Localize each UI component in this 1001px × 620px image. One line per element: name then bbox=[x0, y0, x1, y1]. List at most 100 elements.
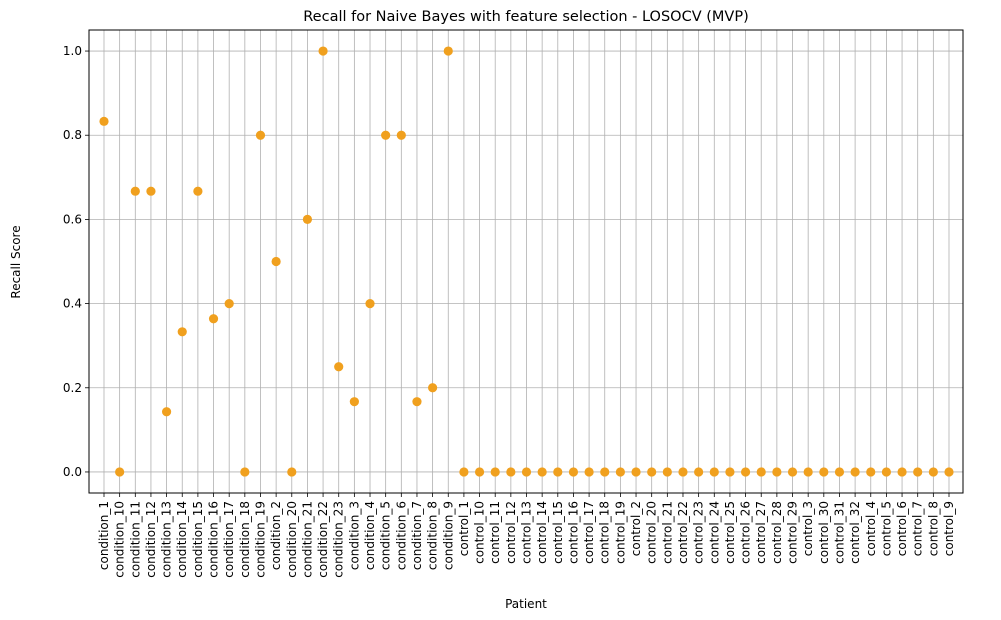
data-point bbox=[302, 214, 313, 225]
y-tick-label: 0.0 bbox=[63, 465, 82, 479]
data-point bbox=[365, 298, 375, 309]
y-tick-label: 1.0 bbox=[63, 44, 82, 58]
x-tick-label: control_14 bbox=[535, 501, 549, 564]
x-tick-label: control_13 bbox=[520, 501, 534, 564]
x-tick-label: condition_4 bbox=[363, 501, 377, 570]
data-point bbox=[318, 46, 328, 56]
x-tick-label: control_24 bbox=[707, 501, 721, 564]
x-tick-label: condition_9 bbox=[441, 501, 455, 570]
y-axis-label: Recall Score bbox=[9, 225, 23, 298]
x-tick-label: condition_1 bbox=[97, 501, 111, 570]
data-point bbox=[584, 467, 594, 477]
x-tick-label: control_19 bbox=[613, 501, 627, 564]
y-ticks: 0.0 0.2 0.4 0.6 0.8 1.0 bbox=[63, 44, 89, 479]
x-tick-label: condition_11 bbox=[128, 501, 142, 578]
data-point bbox=[193, 186, 203, 196]
x-tick-label: control_28 bbox=[770, 501, 784, 564]
x-tick-label: control_18 bbox=[598, 501, 612, 564]
x-tick-label: control_23 bbox=[692, 501, 706, 564]
x-tick-label: control_1 bbox=[457, 501, 471, 556]
data-point bbox=[537, 467, 547, 477]
data-point bbox=[615, 467, 625, 477]
data-point bbox=[944, 467, 954, 477]
x-tick-label: condition_18 bbox=[238, 501, 252, 578]
x-tick-label: condition_13 bbox=[160, 501, 174, 578]
x-tick-label: condition_20 bbox=[285, 501, 299, 578]
data-point bbox=[334, 362, 344, 372]
x-tick-label: condition_3 bbox=[347, 501, 361, 570]
data-point bbox=[381, 130, 391, 140]
x-tick-label: condition_12 bbox=[144, 501, 158, 578]
data-point bbox=[130, 186, 140, 196]
x-tick-label: control_31 bbox=[832, 501, 846, 564]
data-point bbox=[897, 467, 907, 477]
data-point bbox=[428, 383, 438, 393]
data-point bbox=[568, 467, 579, 477]
data-point bbox=[521, 467, 532, 477]
data-point bbox=[740, 467, 751, 477]
data-point bbox=[928, 467, 938, 477]
x-tick-label: condition_5 bbox=[379, 501, 393, 570]
x-tick-label: condition_23 bbox=[332, 501, 346, 578]
x-tick-label: condition_8 bbox=[426, 501, 440, 570]
data-point bbox=[240, 467, 250, 477]
x-tick-label: control_16 bbox=[566, 501, 580, 564]
data-point bbox=[881, 467, 892, 477]
data-point bbox=[396, 130, 406, 140]
x-tick-label: condition_16 bbox=[207, 501, 221, 578]
data-point bbox=[678, 467, 688, 477]
x-tick-label: control_30 bbox=[817, 501, 831, 564]
grid-layer bbox=[89, 30, 963, 493]
x-axis-label: Patient bbox=[505, 597, 547, 611]
x-tick-label: control_10 bbox=[473, 501, 487, 564]
data-point bbox=[913, 467, 923, 477]
data-point bbox=[756, 467, 766, 477]
x-tick-label: control_9 bbox=[942, 501, 956, 556]
data-point bbox=[647, 467, 657, 477]
x-tick-label: condition_21 bbox=[300, 501, 314, 578]
x-tick-label: control_7 bbox=[911, 501, 925, 556]
x-tick-label: condition_17 bbox=[222, 501, 236, 578]
data-point bbox=[99, 116, 109, 126]
data-point bbox=[177, 327, 187, 337]
data-point bbox=[772, 467, 782, 477]
data-point bbox=[271, 256, 281, 267]
x-ticks: condition_1 condition_10 condition_11 condi… bbox=[97, 493, 956, 578]
y-tick-label: 0.6 bbox=[63, 212, 82, 226]
x-tick-label: control_12 bbox=[504, 501, 518, 564]
x-tick-label: control_25 bbox=[723, 501, 737, 564]
data-point bbox=[709, 467, 719, 477]
data-point bbox=[725, 467, 735, 477]
x-tick-label: control_5 bbox=[879, 501, 893, 556]
data-point bbox=[490, 467, 500, 477]
data-point bbox=[694, 467, 704, 477]
x-tick-label: control_15 bbox=[551, 501, 565, 564]
y-tick-label: 0.8 bbox=[63, 128, 82, 142]
x-tick-label: control_17 bbox=[582, 501, 596, 564]
data-point bbox=[803, 467, 813, 477]
data-point bbox=[662, 467, 672, 477]
x-tick-label: control_6 bbox=[895, 501, 909, 556]
y-tick-label: 0.4 bbox=[63, 297, 82, 311]
x-tick-label: control_2 bbox=[629, 501, 643, 556]
plot-frame bbox=[88, 29, 964, 494]
data-point bbox=[506, 467, 516, 477]
data-point bbox=[208, 314, 219, 324]
x-tick-label: condition_6 bbox=[394, 501, 408, 570]
x-tick-label: control_27 bbox=[754, 501, 768, 564]
data-point bbox=[600, 467, 610, 477]
x-tick-label: condition_15 bbox=[191, 501, 205, 578]
data-point bbox=[850, 467, 860, 477]
points-layer bbox=[99, 46, 954, 477]
data-point bbox=[553, 467, 563, 477]
x-tick-label: control_4 bbox=[864, 501, 878, 556]
x-tick-label: control_22 bbox=[676, 501, 690, 564]
x-tick-label: control_11 bbox=[488, 501, 502, 564]
data-point bbox=[412, 397, 422, 407]
x-tick-label: condition_14 bbox=[175, 501, 189, 578]
x-tick-label: control_32 bbox=[848, 501, 862, 564]
data-point bbox=[787, 467, 798, 477]
x-tick-label: condition_2 bbox=[269, 501, 283, 570]
x-tick-label: control_20 bbox=[645, 501, 659, 564]
